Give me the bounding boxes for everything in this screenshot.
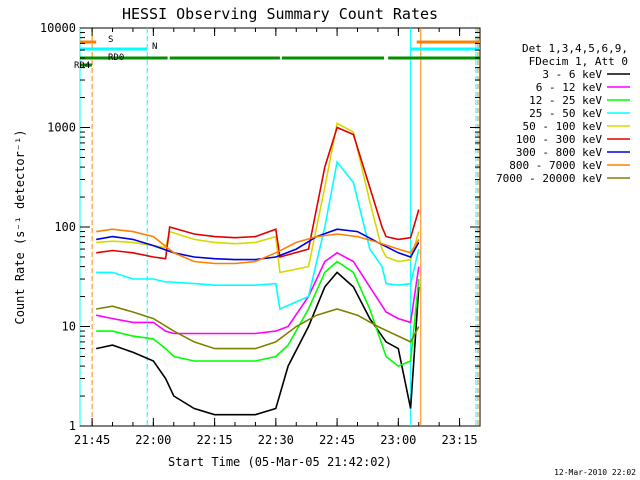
legend-label-2: 12 - 25 keV: [529, 94, 602, 107]
series-line-8: [96, 305, 420, 350]
legend-label-6: 300 - 800 keV: [516, 146, 602, 159]
legend-label-5: 100 - 300 keV: [516, 133, 602, 146]
series-line-5: [96, 126, 420, 260]
flag-label-RD4: RD4: [74, 61, 90, 71]
x-tick-label-5: 23:00: [380, 433, 416, 447]
legend-label-7: 800 - 7000 keV: [509, 159, 602, 172]
series-line-0: [96, 271, 420, 416]
series-line-1: [96, 251, 420, 335]
legend: Det 1,3,4,5,6,9,FDecim 1, Att 03 - 6 keV…: [496, 42, 630, 185]
flag-label-S: S: [108, 35, 113, 45]
legend-header-1: FDecim 1, Att 0: [529, 55, 628, 68]
y-tick-label-0: 1: [69, 419, 76, 433]
plot-frame: [79, 27, 481, 427]
x-tick-label-3: 22:30: [258, 433, 294, 447]
legend-label-0: 3 - 6 keV: [542, 68, 602, 81]
legend-label-3: 25 - 50 keV: [529, 107, 602, 120]
x-axis-label: Start Time (05-Mar-05 21:42:02): [168, 455, 392, 469]
x-tick-label-1: 22:00: [135, 433, 171, 447]
flag-label-N: N: [152, 42, 157, 52]
y-tick-label-2: 100: [54, 220, 76, 234]
y-tick-label-4: 10000: [40, 21, 76, 35]
x-axis: 21:45 22:00 22:15 22:30 22:45 23:00 23:15: [74, 28, 481, 447]
series-line-7: [96, 228, 420, 265]
vertical-markers: [79, 28, 479, 426]
y-tick-label-1: 10: [62, 320, 76, 334]
state-flags: S N RD0 RD4: [74, 35, 480, 71]
timestamp: 12-Mar-2010 22:02: [554, 468, 636, 477]
chart-title: HESSI Observing Summary Count Rates: [122, 5, 438, 23]
legend-label-4: 50 - 100 keV: [523, 120, 603, 133]
x-tick-label-4: 22:45: [319, 433, 355, 447]
x-tick-label-2: 22:15: [197, 433, 233, 447]
y-axis: 1 10 100 1000 10000: [40, 21, 480, 433]
y-axis-label: Count Rate (s⁻¹ detector⁻¹): [13, 129, 27, 324]
legend-label-8: 7000 - 20000 keV: [496, 172, 602, 185]
series-lines: [96, 122, 420, 416]
series-line-3: [96, 160, 420, 311]
legend-label-1: 6 - 12 keV: [536, 81, 603, 94]
legend-header-0: Det 1,3,4,5,6,9,: [522, 42, 628, 55]
series-line-4: [96, 122, 420, 274]
x-tick-label-0: 21:45: [74, 433, 110, 447]
series-line-2: [96, 260, 420, 368]
flag-label-RD0: RD0: [108, 53, 124, 63]
y-tick-label-3: 1000: [47, 121, 76, 135]
x-tick-label-6: 23:15: [442, 433, 478, 447]
